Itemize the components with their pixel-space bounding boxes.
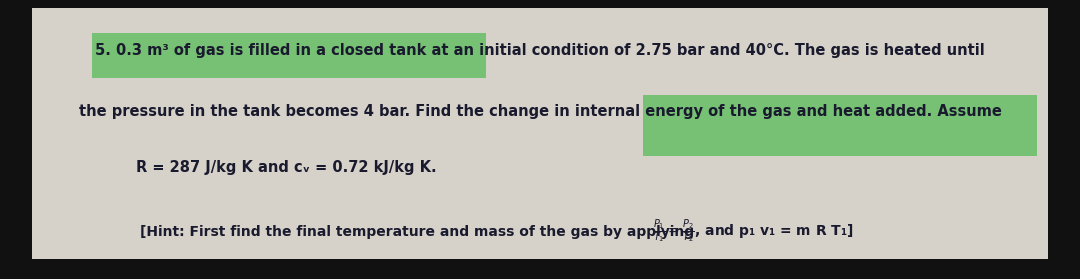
Text: $\frac{P_1}{T_1} = \frac{P_2}{T_2}$, and p₁ v₁ = m R T₁]: $\frac{P_1}{T_1} = \frac{P_2}{T_2}$, and…: [653, 218, 854, 246]
Bar: [92, 33, 486, 78]
Text: R = 287 J/kg K and cᵥ = 0.72 kJ/kg K.: R = 287 J/kg K and cᵥ = 0.72 kJ/kg K.: [136, 160, 436, 175]
Text: the pressure in the tank becomes 4 bar. Find the change in internal energy of th: the pressure in the tank becomes 4 bar. …: [79, 104, 1001, 119]
Bar: [643, 95, 1037, 156]
Text: 5. 0.3 m³ of gas is filled in a closed tank at an initial condition of 2.75 bar : 5. 0.3 m³ of gas is filled in a closed t…: [95, 43, 985, 58]
Text: [Hint: First find the final temperature and mass of the gas by applying: [Hint: First find the final temperature …: [140, 225, 700, 239]
